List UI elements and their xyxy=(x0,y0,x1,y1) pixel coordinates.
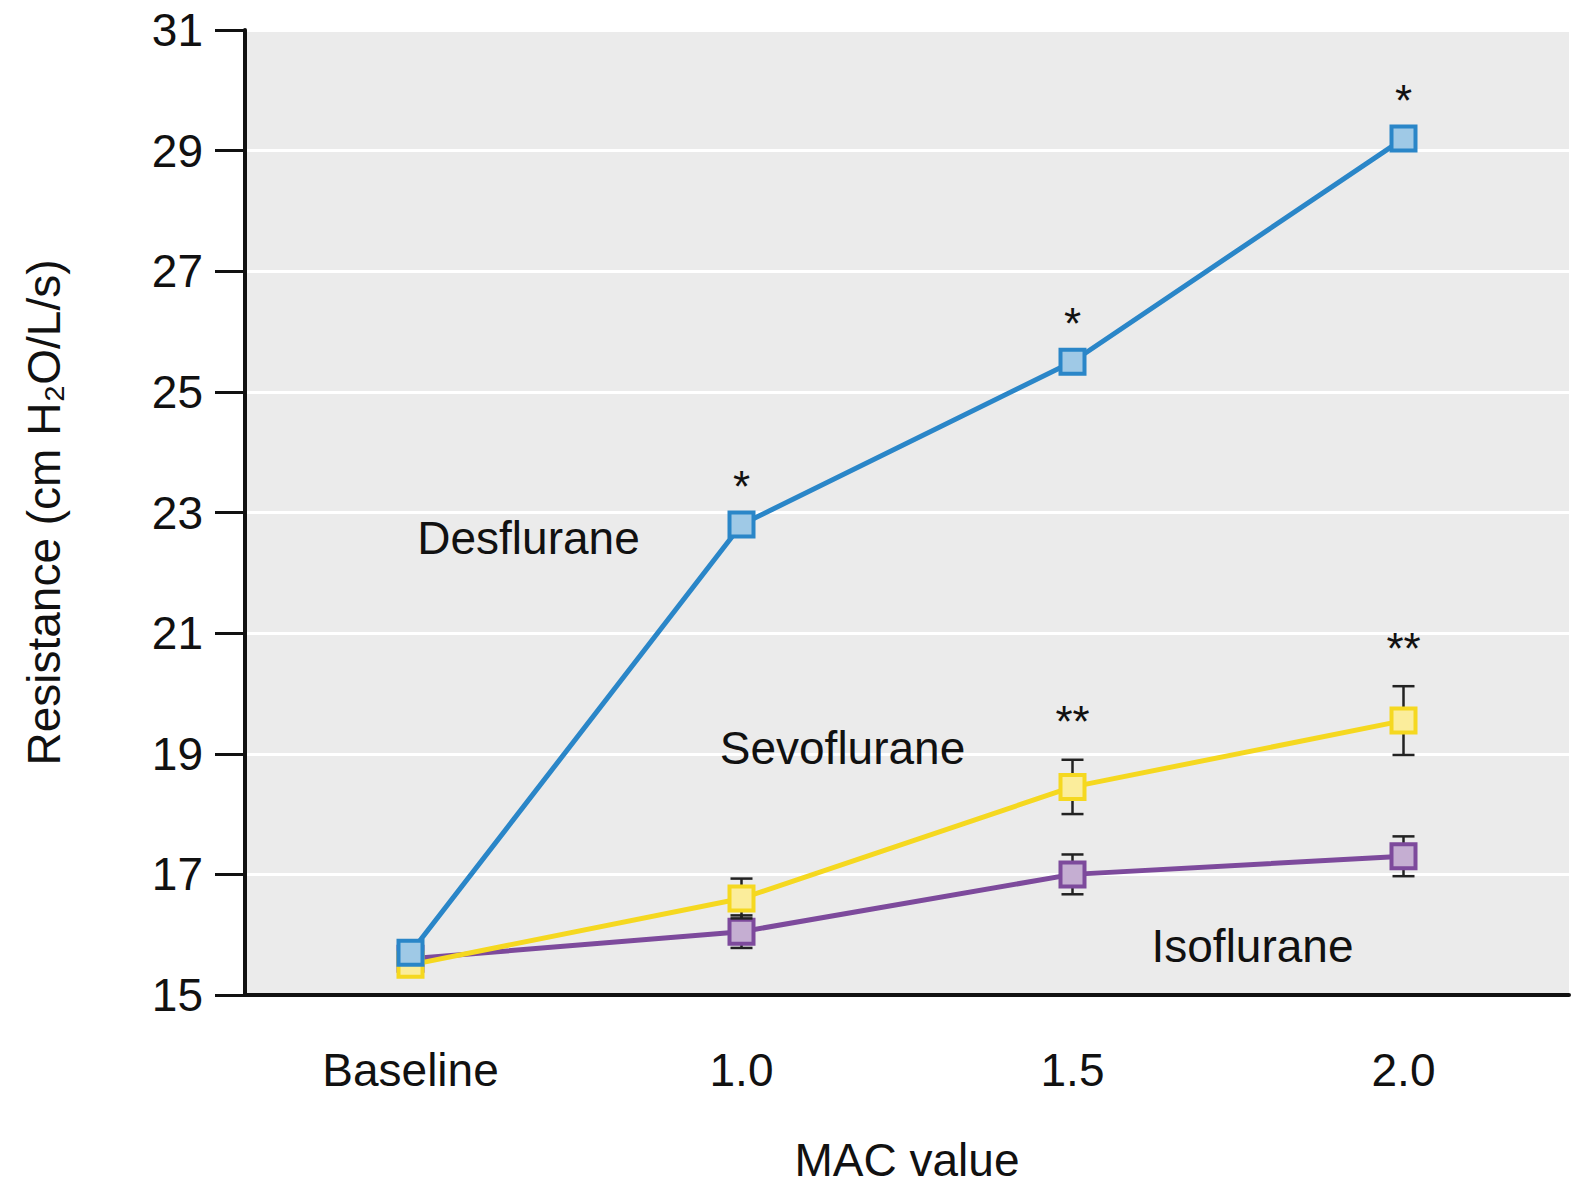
svg-text:Baseline: Baseline xyxy=(322,1044,498,1096)
svg-text:MAC value: MAC value xyxy=(795,1134,1020,1186)
svg-text:Isoflurane: Isoflurane xyxy=(1151,920,1353,972)
svg-text:1.0: 1.0 xyxy=(710,1044,774,1096)
svg-text:**: ** xyxy=(1055,697,1089,746)
svg-text:Desflurane: Desflurane xyxy=(417,512,639,564)
svg-text:*: * xyxy=(1395,76,1412,125)
svg-text:31: 31 xyxy=(152,4,203,56)
svg-text:Sevoflurane: Sevoflurane xyxy=(720,722,966,774)
svg-text:21: 21 xyxy=(152,607,203,659)
svg-text:23: 23 xyxy=(152,487,203,539)
svg-text:19: 19 xyxy=(152,728,203,780)
svg-text:2.0: 2.0 xyxy=(1372,1044,1436,1096)
svg-text:17: 17 xyxy=(152,848,203,900)
svg-text:29: 29 xyxy=(152,125,203,177)
svg-text:25: 25 xyxy=(152,366,203,418)
svg-text:*: * xyxy=(733,462,750,511)
svg-text:Resistance (cm H₂O/L/s): Resistance (cm H₂O/L/s) xyxy=(18,259,70,765)
svg-text:*: * xyxy=(1064,299,1081,348)
svg-text:**: ** xyxy=(1386,624,1420,673)
svg-text:15: 15 xyxy=(152,969,203,1021)
svg-text:1.5: 1.5 xyxy=(1041,1044,1105,1096)
svg-text:27: 27 xyxy=(152,245,203,297)
